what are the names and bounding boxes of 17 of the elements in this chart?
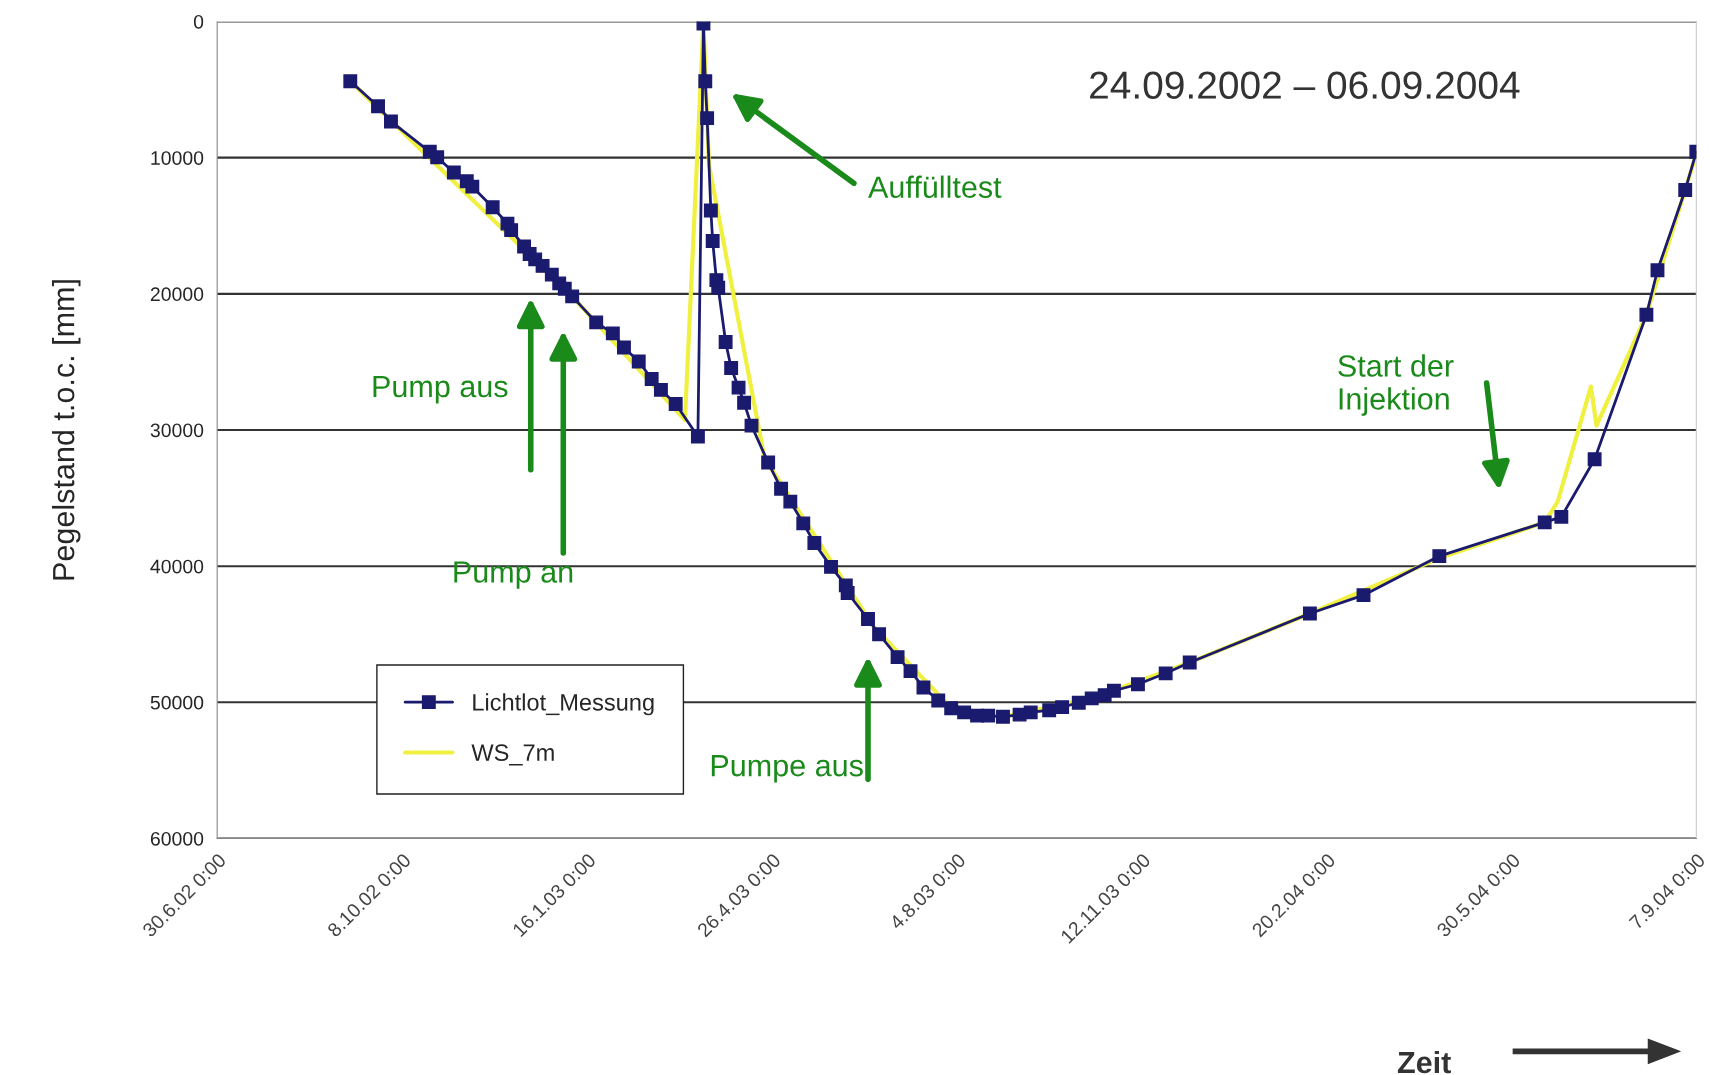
y-tick-label: 20000 (150, 287, 204, 302)
legend-label: Lichtlot_Messung (473, 693, 654, 716)
annotation: Pump an (454, 561, 573, 589)
y-axis-title: Pegelstand t.o.c. [mm] (51, 280, 81, 580)
y-tick-label: 30000 (150, 423, 204, 438)
y-tick-label: 40000 (150, 559, 204, 574)
y-tick-label: 0 (193, 14, 204, 29)
annotation: Pumpe aus (711, 755, 863, 783)
x-axis-title: Zeit (1397, 1050, 1451, 1074)
y-tick-label: 50000 (150, 695, 204, 710)
annotation: Auffülltest (868, 175, 1002, 198)
y-tick-label: 60000 (150, 831, 204, 846)
annotation: 24.09.2002 – 06.09.2004 (1090, 71, 1520, 99)
annotation: Start der Injektion (1338, 354, 1454, 416)
y-tick-label: 10000 (151, 151, 204, 165)
annotation: Pump aus (373, 376, 508, 404)
legend-label: WS_7m (471, 744, 554, 766)
